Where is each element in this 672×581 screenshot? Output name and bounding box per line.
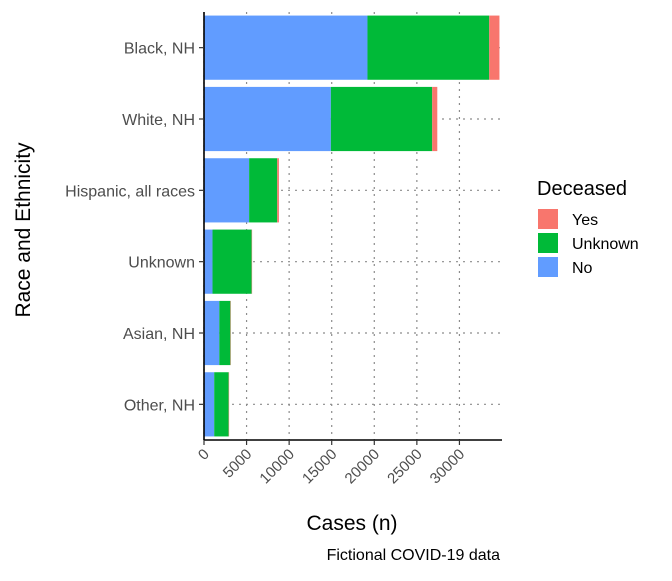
legend-swatch	[538, 209, 558, 229]
y-tick-label: Hispanic, all races	[65, 183, 195, 200]
bar-segment-no	[204, 158, 249, 222]
y-ticks: Black, NH White, NH Hispanic, all races Unk…	[65, 41, 204, 415]
x-tick-label: 30000	[427, 446, 469, 488]
bar-segment-unknown	[249, 158, 277, 222]
y-tick-label: Asian, NH	[123, 326, 195, 343]
bar-segment-unknown	[219, 301, 230, 365]
bar-segment-unknown	[213, 230, 252, 294]
bars-layer	[204, 16, 499, 437]
bar-segment-no	[204, 87, 331, 151]
x-axis-label: Cases (n)	[306, 512, 397, 535]
legend-label: No	[572, 260, 593, 277]
bar-segment-no	[204, 301, 219, 365]
bar-segment-unknown	[367, 16, 489, 80]
y-axis-label: Race and Ethnicity	[12, 142, 35, 318]
bar-segment-no	[204, 230, 213, 294]
legend-title: Deceased	[537, 178, 627, 200]
bar-segment-yes	[277, 158, 279, 222]
y-tick-label: Unknown	[128, 255, 195, 272]
y-tick-label: White, NH	[122, 112, 195, 129]
legend: Deceased Yes Unknown No	[537, 178, 639, 277]
bar-segment-no	[204, 16, 367, 80]
legend-swatch	[538, 257, 558, 277]
bar-segment-no	[204, 372, 214, 436]
legend-label: Unknown	[572, 236, 639, 253]
x-tick-label: 0	[195, 446, 213, 464]
x-tick-label: 20000	[342, 446, 384, 488]
bar-segment-yes	[432, 87, 437, 151]
legend-label: Yes	[572, 212, 598, 229]
y-tick-label: Other, NH	[124, 397, 195, 414]
x-tick-label: 15000	[299, 446, 341, 488]
bar-segment-yes	[489, 16, 499, 80]
x-tick-label: 10000	[256, 446, 298, 488]
bar-segment-unknown	[214, 372, 228, 436]
x-tick-label: 25000	[384, 446, 426, 488]
chart-caption: Fictional COVID-19 data	[327, 547, 501, 564]
y-tick-label: Black, NH	[124, 41, 195, 58]
legend-swatch	[538, 233, 558, 253]
bar-segment-unknown	[331, 87, 432, 151]
x-tick-label: 5000	[220, 446, 256, 482]
